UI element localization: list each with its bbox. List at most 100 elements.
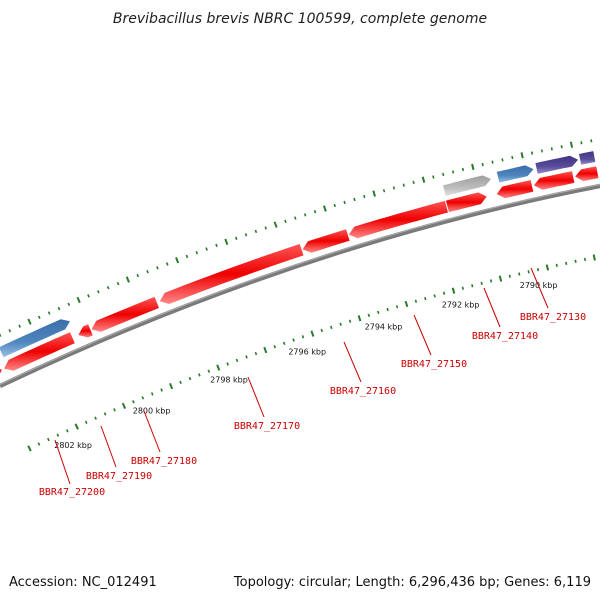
genome-title: Brevibacillus brevis NBRC 100599, comple… [113, 11, 487, 27]
inner-tick [372, 190, 376, 197]
gene-label[interactable]: BBR47_27170 [234, 421, 300, 432]
inner-tick [273, 221, 278, 228]
gene-arrow-forward[interactable] [575, 166, 599, 182]
inner-tick [146, 270, 149, 274]
inner-tick [254, 229, 258, 234]
gene-arrow-reverse[interactable] [535, 155, 579, 174]
outer-tick [169, 383, 174, 390]
inner-tick-ring [0, 139, 593, 337]
inner-tick [590, 139, 593, 143]
inner-tick [402, 183, 405, 187]
outer-tick [254, 351, 258, 356]
outer-tick [65, 429, 69, 433]
outer-tick [583, 257, 587, 261]
gene-label-leader [247, 376, 265, 418]
kbp-tick-label: 2794 kbp [365, 323, 403, 332]
gene-arrow-forward[interactable] [4, 332, 75, 371]
inner-tick [353, 197, 356, 202]
inner-tick [87, 294, 90, 298]
gene-arrow-reverse[interactable] [443, 175, 491, 196]
inner-tick [333, 203, 336, 208]
outer-tick [330, 325, 333, 330]
outer-tick [121, 402, 127, 409]
outer-tick [226, 362, 229, 366]
gene-arrow-forward[interactable] [159, 244, 304, 304]
inner-tick [106, 285, 110, 290]
gene-label[interactable]: BBR47_27200 [39, 487, 105, 498]
gene-arrow-reverse[interactable] [0, 319, 70, 358]
inner-tick [491, 160, 494, 164]
gene-label[interactable]: BBR47_27160 [330, 386, 396, 397]
gene-label[interactable]: BBR47_27150 [401, 359, 467, 370]
inner-tick [471, 163, 475, 171]
gene-arrow-forward[interactable] [91, 296, 160, 332]
outer-tick [263, 346, 268, 354]
inner-tick [501, 158, 504, 162]
inner-tick [47, 311, 51, 315]
inner-tick [432, 175, 435, 179]
inner-tick [323, 205, 327, 212]
gene-arrow-forward[interactable] [445, 192, 487, 213]
outer-tick [320, 328, 324, 333]
kbp-tick-label: 2798 kbp [210, 376, 248, 385]
inner-tick [97, 290, 100, 294]
gene-arrow-reverse[interactable] [496, 165, 534, 183]
outer-tick [47, 437, 50, 442]
outer-tick [160, 388, 163, 392]
outer-tick [518, 272, 521, 276]
gene-arrow-forward[interactable] [302, 229, 350, 253]
outer-tick [310, 330, 315, 337]
inner-tick [185, 254, 189, 259]
outer-tick [395, 305, 399, 309]
outer-tick [367, 313, 371, 317]
gene-label-leader [413, 314, 432, 356]
inner-tick [560, 145, 563, 149]
gene-arrow-forward[interactable] [78, 324, 93, 338]
kbp-tick-label: 2800 kbp [133, 407, 171, 416]
outer-tick [198, 373, 201, 377]
gene-label[interactable]: BBR47_27140 [472, 331, 538, 342]
gene-label-leader [483, 287, 501, 328]
gene-label[interactable]: BBR47_27130 [520, 312, 586, 323]
gene-arrow-forward[interactable] [0, 367, 2, 378]
inner-tick [461, 167, 465, 172]
outer-tick [94, 416, 97, 420]
inner-tick [205, 247, 208, 251]
inner-tick [363, 194, 366, 199]
gene-label-leader [100, 425, 117, 468]
gene-arrow-reverse[interactable] [579, 151, 596, 165]
outer-tick [27, 445, 32, 452]
outer-tick [424, 296, 427, 301]
gene-label[interactable]: BBR47_27180 [131, 456, 197, 467]
kbp-tick-label: 2802 kbp [54, 441, 92, 450]
gene-arrow-forward[interactable] [348, 200, 448, 239]
outer-tick [592, 254, 596, 261]
outer-tick [565, 261, 568, 265]
outer-tick [113, 408, 116, 412]
inner-tick [412, 180, 415, 185]
genome-backbone-highlight [0, 183, 600, 386]
inner-tick [224, 238, 229, 246]
gene-arrow-forward[interactable] [534, 171, 575, 190]
kbp-tick-label: 2796 kbp [288, 347, 326, 356]
outer-tick [292, 338, 295, 342]
gene-label-leader [343, 341, 362, 383]
outer-tick [404, 300, 409, 308]
inner-tick [303, 213, 307, 217]
kbp-tick-label: 2792 kbp [442, 301, 480, 310]
outer-tick [216, 364, 221, 371]
outer-tick [536, 268, 540, 272]
outer-tick [132, 400, 135, 404]
inner-tick [294, 216, 297, 220]
inner-tick [175, 257, 180, 264]
gene-arrow-forward[interactable] [496, 180, 534, 199]
inner-tick [215, 243, 218, 248]
inner-tick [165, 262, 169, 266]
outer-tick [489, 279, 493, 283]
inner-tick [421, 176, 426, 183]
gene-label[interactable]: BBR47_27190 [86, 471, 152, 482]
outer-tick [461, 286, 465, 290]
